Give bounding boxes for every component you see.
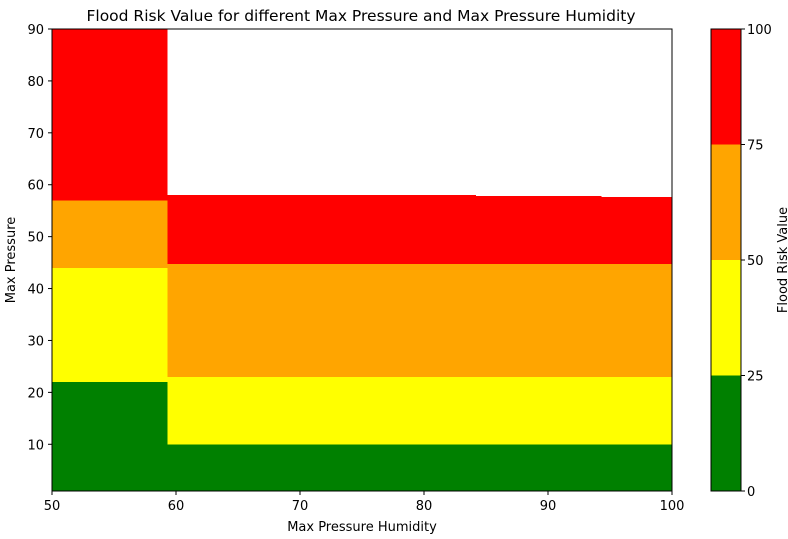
y-axis: 10 20 30 40 50 60 70 80 90 xyxy=(27,23,52,453)
heatmap-regions xyxy=(52,29,672,491)
y-tick-label: 60 xyxy=(27,179,44,194)
colorbar-band xyxy=(711,144,741,260)
heatmap-region-low xyxy=(52,381,168,491)
y-tick-label: 90 xyxy=(27,23,44,38)
x-tick-label: 50 xyxy=(44,499,61,514)
y-tick-label: 50 xyxy=(27,231,44,246)
colorbar-label: Flood Risk Value xyxy=(776,207,788,313)
chart-title: Flood Risk Value for different Max Press… xyxy=(86,7,635,25)
heatmap-region-severe xyxy=(476,196,602,265)
colorbar-tick-label: 100 xyxy=(747,23,772,38)
colorbar-ticks: 0 25 50 75 100 xyxy=(741,23,772,500)
heatmap-region-severe xyxy=(167,195,477,265)
x-tick-label: 70 xyxy=(292,499,309,514)
x-axis-label: Max Pressure Humidity xyxy=(287,520,437,535)
heatmap-region-severe xyxy=(601,197,672,265)
x-tick-label: 100 xyxy=(660,499,685,514)
heatmap-region-moderate xyxy=(167,376,672,445)
heatmap-region-moderate xyxy=(52,267,168,382)
y-tick-label: 80 xyxy=(27,75,44,90)
y-tick-label: 40 xyxy=(27,283,44,298)
heatmap-region-low xyxy=(167,444,672,491)
y-tick-label: 20 xyxy=(27,386,44,401)
y-axis-label: Max Pressure xyxy=(4,217,19,304)
x-tick-label: 90 xyxy=(540,499,557,514)
x-tick-label: 60 xyxy=(168,499,185,514)
heatmap-region-high xyxy=(167,264,672,377)
y-tick-label: 10 xyxy=(27,438,44,453)
heatmap-region-severe xyxy=(52,29,168,201)
colorbar-tick-label: 0 xyxy=(747,485,755,500)
colorbar-band xyxy=(711,375,741,491)
colorbar-band xyxy=(711,260,741,376)
plot-frame xyxy=(51,28,673,492)
x-tick-label: 80 xyxy=(416,499,433,514)
y-tick-label: 30 xyxy=(27,334,44,349)
colorbar-tick-label: 75 xyxy=(747,139,764,154)
colorbar xyxy=(710,28,742,492)
x-axis: 50 60 70 80 90 100 xyxy=(44,491,685,514)
colorbar-band xyxy=(711,29,741,145)
colorbar-tick-label: 25 xyxy=(747,370,764,385)
heatmap-region-high xyxy=(52,200,168,268)
y-tick-label: 70 xyxy=(27,127,44,142)
colorbar-tick-label: 50 xyxy=(747,254,764,269)
